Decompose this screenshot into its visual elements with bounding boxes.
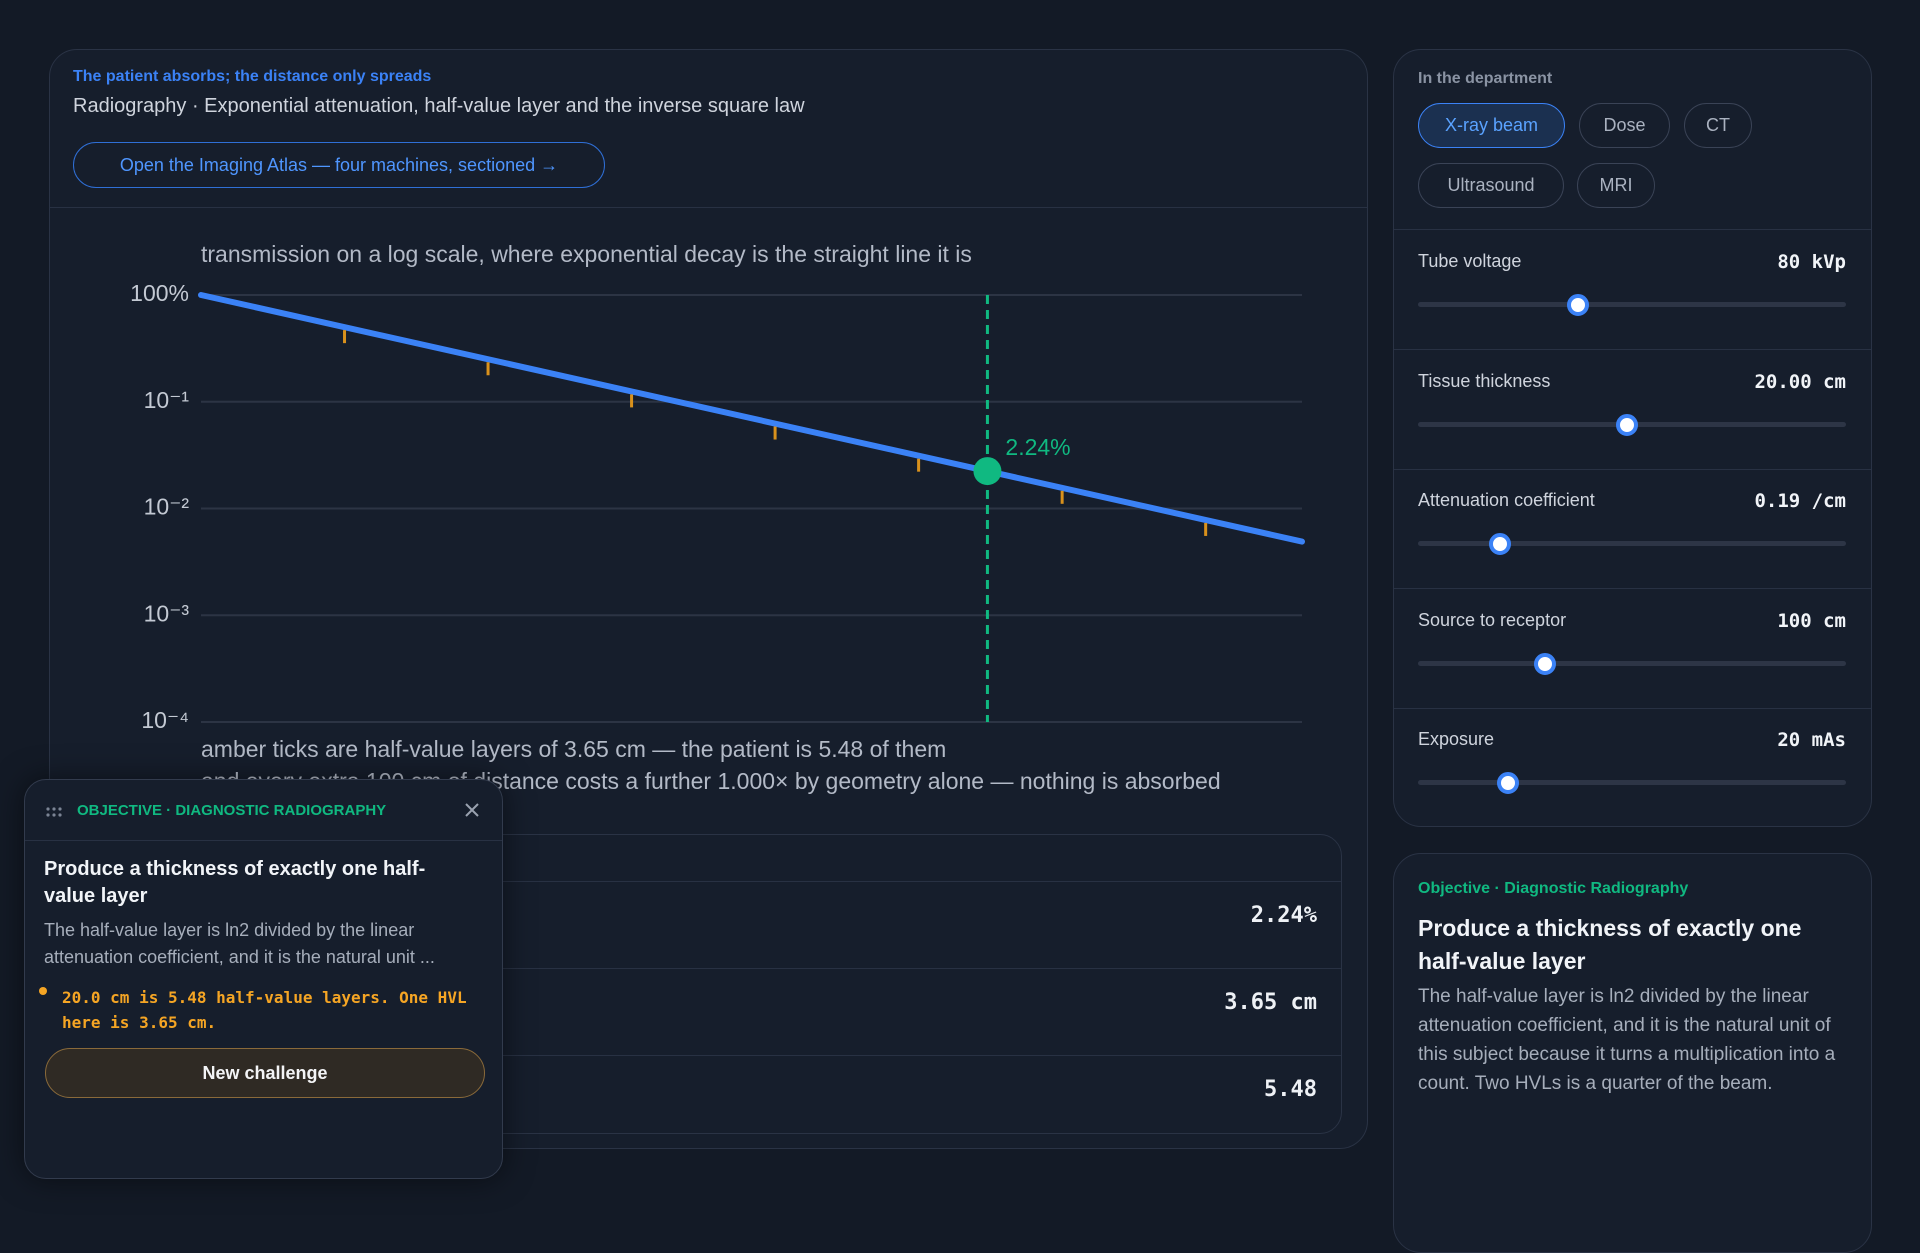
tab-chip[interactable]: Ultrasound — [1418, 163, 1564, 208]
y-tick-label: 10⁻² — [144, 494, 190, 520]
kicker: The patient absorbs; the distance only s… — [73, 68, 432, 85]
control-value: 0.19 /cm — [1754, 490, 1846, 512]
control-label: Tube voltage — [1418, 251, 1522, 271]
tab-chip[interactable]: MRI — [1577, 163, 1655, 208]
divider — [25, 840, 502, 841]
page-title: Radiography · Exponential attenuation, h… — [73, 95, 805, 117]
y-tick-label: 100% — [130, 280, 189, 306]
control-value: 20 mAs — [1777, 729, 1846, 751]
control-label: Source to receptor — [1418, 609, 1567, 630]
slider-track[interactable] — [1418, 541, 1846, 546]
transmission-line — [198, 292, 1305, 545]
popup-status: 20.0 cm is 5.48 half-value layers. One H… — [62, 988, 467, 1032]
divider — [1394, 349, 1871, 350]
y-tick-label: 10⁻⁴ — [141, 707, 189, 733]
slider-knob[interactable] — [1489, 533, 1511, 555]
chart: transmission on a log scale, where expon… — [130, 241, 1305, 794]
objective-kicker: Objective · Diagnostic Radiography — [1418, 880, 1689, 897]
objective-card: Objective · Diagnostic Radiography Produ… — [1393, 853, 1872, 1253]
divider — [1394, 588, 1871, 589]
new-challenge-button[interactable]: New challenge — [45, 1048, 485, 1098]
slider-track[interactable] — [1418, 780, 1846, 785]
y-tick-label: 10⁻¹ — [144, 387, 190, 413]
divider — [61, 1055, 1341, 1056]
popup-title: Produce a thickness of exactly one half-… — [44, 858, 426, 907]
marker-point — [973, 457, 1002, 486]
objective-popup: OBJECTIVE · DIAGNOSTIC RADIOGRAPHY Produ… — [24, 779, 503, 1179]
tab-chip[interactable]: Dose — [1579, 103, 1670, 148]
status-dot — [39, 987, 47, 995]
control-label: Tissue thickness — [1418, 370, 1551, 391]
result-value: 3.65 cm — [1224, 990, 1317, 1015]
drag-handle[interactable] — [45, 806, 63, 818]
objective-description: The half-value layer is ln2 divided by t… — [1418, 986, 1836, 1094]
divider — [50, 207, 1367, 208]
control-label: Attenuation coefficient — [1418, 490, 1595, 510]
control-value: 20.00 cm — [1754, 370, 1846, 393]
atlas-link[interactable]: Open the Imaging Atlas — four machines, … — [73, 142, 605, 188]
section-label: In the department — [1418, 70, 1553, 87]
close-button[interactable] — [465, 803, 479, 817]
divider — [61, 968, 1341, 969]
marker-label: 2.24% — [1005, 434, 1070, 460]
slider-track[interactable] — [1418, 660, 1846, 666]
slider-track[interactable] — [1418, 302, 1846, 307]
result-value: 2.24% — [1250, 903, 1317, 928]
divider — [1394, 707, 1871, 709]
chart-note: amber ticks are half-value layers of 3.6… — [201, 736, 946, 762]
divider — [1394, 468, 1871, 470]
divider — [1394, 229, 1871, 230]
tab-chip[interactable]: CT — [1684, 103, 1752, 148]
result-value: 5.48 — [1264, 1077, 1317, 1102]
popup-kicker: OBJECTIVE · DIAGNOSTIC RADIOGRAPHY — [77, 802, 387, 819]
page: The patient absorbs; the distance only s… — [24, 49, 1872, 1253]
control-value: 80 kVp — [1777, 251, 1846, 273]
y-tick-label: 10⁻³ — [144, 600, 190, 626]
chart-title: transmission on a log scale, where expon… — [201, 241, 972, 267]
slider-knob[interactable] — [1616, 413, 1638, 436]
control-label: Exposure — [1418, 729, 1495, 749]
popup-description: The half-value layer is ln2 divided by t… — [44, 920, 435, 967]
slider-knob[interactable] — [1497, 772, 1519, 794]
slider-knob[interactable] — [1534, 652, 1556, 675]
divider — [61, 881, 1341, 882]
objective-title: Produce a thickness of exactly one half-… — [1418, 915, 1802, 974]
slider-knob[interactable] — [1567, 294, 1589, 316]
tab-chip[interactable]: X-ray beam — [1418, 103, 1565, 148]
control-value: 100 cm — [1777, 609, 1846, 632]
